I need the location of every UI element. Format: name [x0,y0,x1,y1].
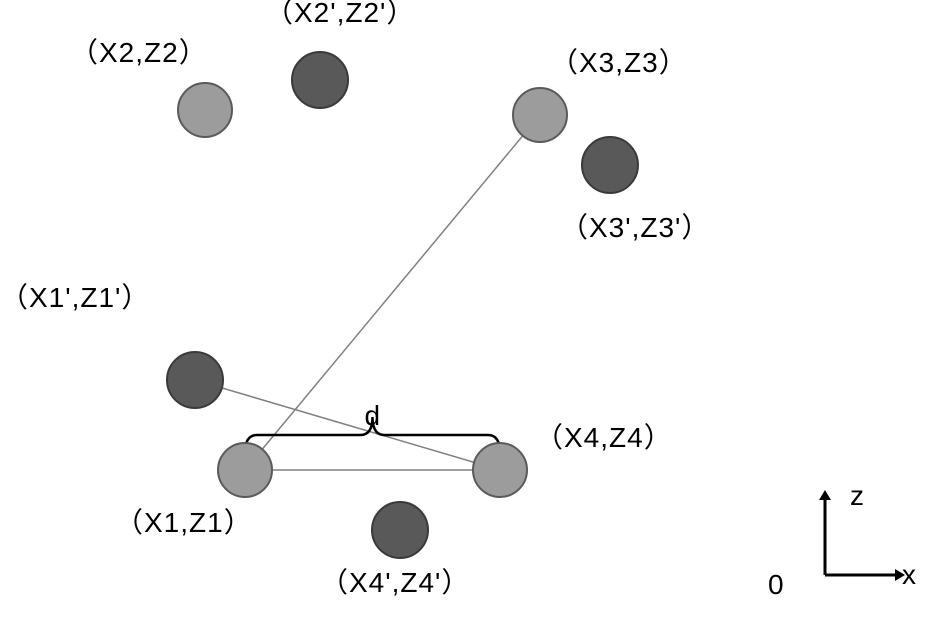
point-n3p [581,136,639,194]
axis-origin-label: 0 [768,569,784,601]
axis-z-label: z [850,480,864,512]
point-n1 [217,442,273,498]
point-n2p [291,51,349,109]
point-label-n2p: （X2',Z2'） [265,0,415,31]
point-label-n1p: （X1',Z1'） [0,276,150,316]
edge [245,115,540,470]
point-n2 [177,82,233,138]
point-n3 [512,87,568,143]
point-label-n4: （X4,Z4） [535,416,673,456]
point-n1p [166,351,224,409]
point-label-n3: （X3,Z3） [550,41,688,81]
axis-z-arrow-icon [819,490,831,500]
point-n4 [472,442,528,498]
point-label-n4p: （X4',Z4'） [320,561,470,601]
point-label-n1: （X1,Z1） [115,501,253,541]
point-n4p [371,501,429,559]
axis-x-label: x [902,559,916,591]
point-label-n2: （X2,Z2） [70,31,208,71]
diagram-stage: （X1,Z1） （X1',Z1'） （X2,Z2） （X2',Z2'） （X3,Z3） （… [0,0,944,635]
distance-d-label: d [365,400,382,432]
point-label-n3p: （X3',Z3'） [560,206,710,246]
